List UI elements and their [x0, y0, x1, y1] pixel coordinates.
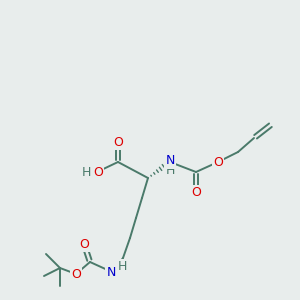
Text: O: O: [191, 185, 201, 199]
Text: N: N: [165, 154, 175, 167]
Text: H: H: [117, 260, 127, 272]
Text: O: O: [79, 238, 89, 250]
Text: O: O: [213, 155, 223, 169]
Text: H: H: [165, 164, 175, 176]
Text: O: O: [71, 268, 81, 281]
Text: O: O: [93, 166, 103, 178]
Text: O: O: [113, 136, 123, 148]
Text: N: N: [106, 266, 116, 278]
Text: H: H: [82, 166, 91, 178]
